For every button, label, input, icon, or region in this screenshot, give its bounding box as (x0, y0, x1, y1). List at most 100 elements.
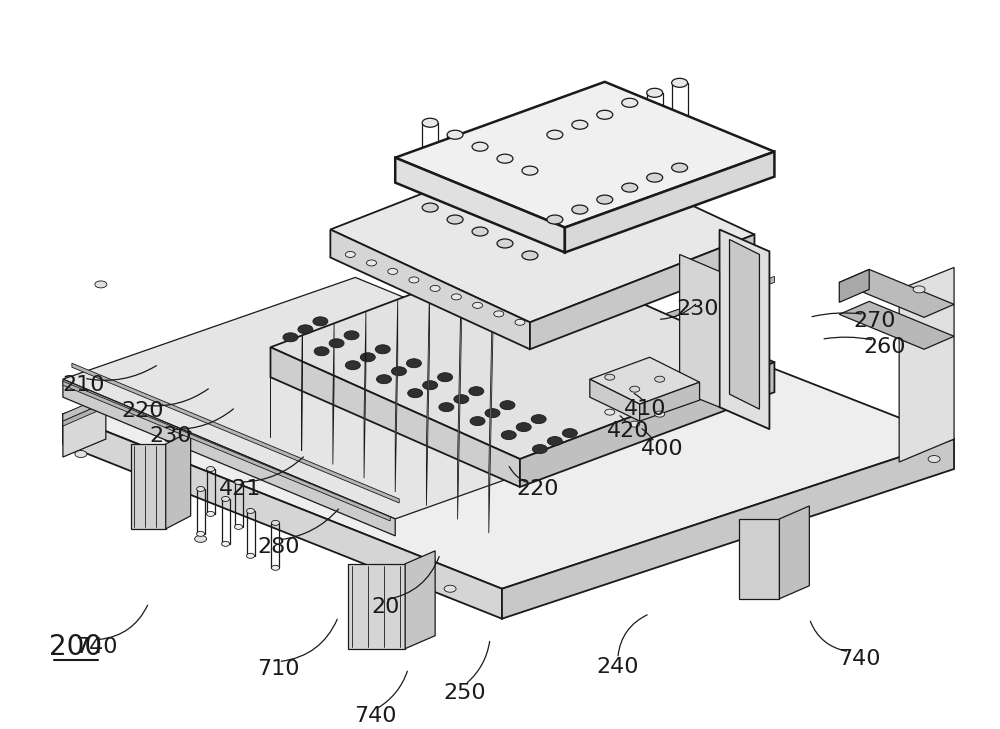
Polygon shape (899, 268, 954, 462)
Ellipse shape (531, 415, 546, 424)
Text: 740: 740 (838, 649, 880, 668)
Ellipse shape (472, 227, 488, 236)
Polygon shape (590, 379, 640, 421)
Text: 400: 400 (641, 439, 684, 459)
Ellipse shape (422, 118, 438, 128)
Polygon shape (330, 141, 754, 322)
Ellipse shape (447, 215, 463, 224)
Ellipse shape (444, 585, 456, 592)
Polygon shape (779, 506, 809, 599)
Ellipse shape (313, 317, 328, 326)
Ellipse shape (522, 251, 538, 260)
Polygon shape (63, 396, 106, 457)
Polygon shape (131, 444, 166, 529)
Ellipse shape (470, 417, 485, 426)
Ellipse shape (388, 268, 398, 274)
Polygon shape (489, 263, 493, 533)
Polygon shape (330, 230, 530, 349)
Text: 410: 410 (623, 399, 666, 419)
Ellipse shape (271, 521, 279, 526)
Ellipse shape (572, 205, 588, 214)
Ellipse shape (472, 142, 488, 151)
Polygon shape (63, 381, 390, 521)
Polygon shape (640, 382, 700, 421)
Ellipse shape (345, 361, 360, 370)
Ellipse shape (195, 535, 207, 542)
Text: 250: 250 (444, 682, 486, 703)
Ellipse shape (547, 215, 563, 224)
Polygon shape (270, 252, 774, 459)
Polygon shape (395, 300, 398, 492)
Polygon shape (839, 301, 954, 349)
Ellipse shape (222, 496, 230, 502)
Ellipse shape (207, 467, 215, 472)
Ellipse shape (247, 508, 255, 513)
Ellipse shape (622, 183, 638, 192)
Ellipse shape (454, 394, 469, 404)
Text: 220: 220 (517, 479, 559, 499)
Ellipse shape (447, 130, 463, 139)
Ellipse shape (617, 428, 622, 431)
Ellipse shape (485, 409, 500, 418)
Ellipse shape (235, 480, 243, 485)
Ellipse shape (672, 78, 688, 87)
Ellipse shape (377, 375, 391, 383)
Ellipse shape (717, 383, 722, 386)
Text: 240: 240 (597, 657, 639, 677)
Text: 220: 220 (122, 401, 164, 421)
Ellipse shape (75, 451, 87, 458)
Polygon shape (63, 379, 395, 536)
Ellipse shape (345, 252, 355, 257)
Ellipse shape (494, 311, 504, 317)
Text: 260: 260 (863, 338, 905, 357)
Ellipse shape (501, 431, 516, 440)
Ellipse shape (451, 294, 461, 300)
Ellipse shape (622, 98, 638, 107)
Ellipse shape (928, 456, 940, 462)
Polygon shape (565, 152, 774, 252)
Ellipse shape (367, 260, 377, 266)
Ellipse shape (605, 374, 615, 381)
Ellipse shape (547, 437, 562, 445)
Ellipse shape (375, 345, 390, 354)
Text: 420: 420 (606, 421, 649, 441)
Ellipse shape (298, 325, 313, 334)
Ellipse shape (647, 88, 663, 97)
Ellipse shape (655, 376, 665, 382)
Ellipse shape (647, 437, 652, 440)
Ellipse shape (235, 524, 243, 529)
Polygon shape (839, 270, 954, 317)
Polygon shape (730, 240, 759, 409)
Ellipse shape (572, 120, 588, 129)
Ellipse shape (630, 386, 640, 392)
Ellipse shape (630, 421, 640, 427)
Ellipse shape (697, 390, 702, 393)
Polygon shape (63, 278, 690, 519)
Ellipse shape (439, 402, 454, 412)
Text: 230: 230 (149, 426, 192, 446)
Ellipse shape (672, 163, 688, 172)
Ellipse shape (562, 429, 577, 437)
Text: 740: 740 (76, 636, 118, 657)
Polygon shape (839, 270, 869, 303)
Text: 230: 230 (676, 300, 719, 319)
Ellipse shape (597, 195, 613, 204)
Ellipse shape (516, 423, 531, 432)
Polygon shape (520, 362, 774, 487)
Ellipse shape (406, 359, 421, 367)
Polygon shape (166, 431, 191, 529)
Ellipse shape (547, 130, 563, 139)
Polygon shape (348, 564, 405, 649)
Ellipse shape (677, 383, 682, 386)
Polygon shape (63, 367, 171, 421)
Text: 710: 710 (257, 658, 300, 679)
Ellipse shape (500, 401, 515, 410)
Ellipse shape (438, 373, 453, 382)
Ellipse shape (408, 389, 423, 397)
Ellipse shape (605, 409, 615, 415)
Ellipse shape (647, 173, 663, 182)
Polygon shape (405, 551, 435, 649)
Ellipse shape (577, 413, 582, 416)
Polygon shape (590, 357, 700, 404)
Ellipse shape (329, 339, 344, 348)
